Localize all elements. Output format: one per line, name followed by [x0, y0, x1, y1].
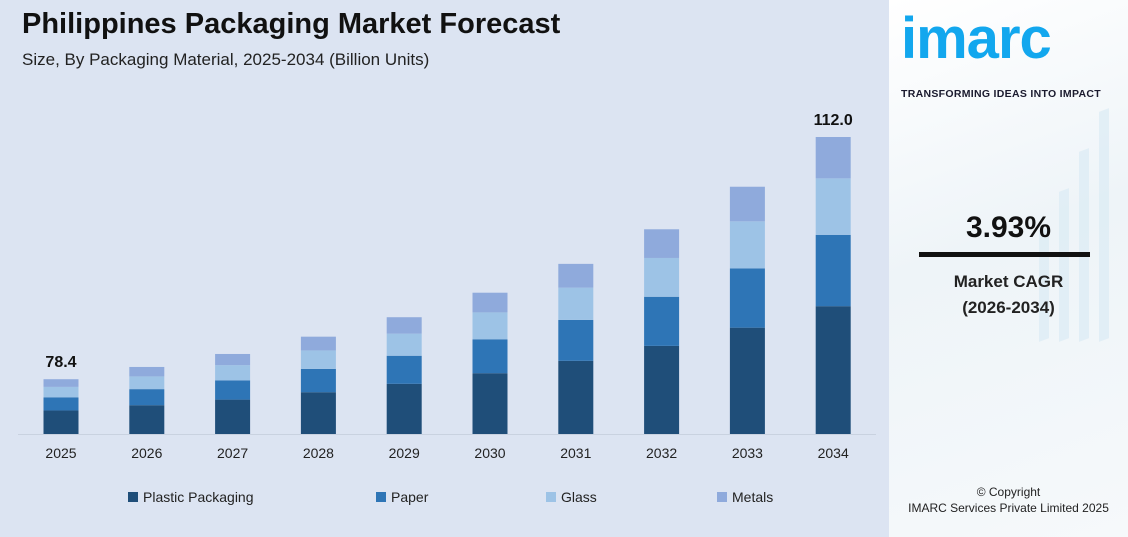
x-tick-label: 2030	[474, 445, 505, 461]
bar-segment-glass-2028	[300, 350, 336, 369]
bar-segment-paper-2034	[815, 234, 851, 307]
legend-label: Glass	[561, 489, 597, 505]
legend-label: Metals	[732, 489, 774, 505]
cagr-label: Market CAGR	[953, 272, 1064, 291]
bar-segment-plastic-packaging-2026	[129, 405, 165, 434]
bar-segment-metals-2029	[386, 317, 422, 334]
bar-segment-metals-2025	[43, 379, 79, 387]
legend-item: Paper	[376, 489, 428, 505]
bar-segment-paper-2027	[215, 380, 251, 400]
bar-segment-paper-2031	[558, 319, 594, 361]
bar-segment-glass-2026	[129, 376, 165, 390]
bar-segment-glass-2029	[386, 333, 422, 356]
data-label: 78.4	[45, 354, 76, 371]
legend-swatch	[717, 492, 727, 502]
bar-segment-paper-2030	[472, 339, 508, 374]
bar-segment-plastic-packaging-2032	[644, 345, 680, 434]
bar-segment-paper-2029	[386, 355, 422, 384]
legend: Plastic Packaging Paper Glass Metals	[0, 489, 889, 509]
bar-segment-glass-2025	[43, 386, 79, 398]
bar-segment-plastic-packaging-2034	[815, 306, 851, 434]
chart-title: Philippines Packaging Market Forecast	[22, 8, 561, 40]
bar-segment-metals-2032	[644, 229, 680, 258]
bar-segment-plastic-packaging-2027	[215, 399, 251, 434]
x-tick-label: 2033	[732, 445, 763, 461]
bar-segment-paper-2026	[129, 389, 165, 406]
data-label: 112.0	[814, 112, 853, 129]
x-tick-label: 2031	[560, 445, 591, 461]
cagr-period: (2026-2034)	[962, 298, 1055, 317]
bar-segment-metals-2030	[472, 292, 508, 313]
bar-segment-paper-2028	[300, 368, 336, 393]
legend-item: Glass	[546, 489, 597, 505]
bar-segment-glass-2033	[729, 221, 765, 269]
bar-segment-plastic-packaging-2029	[386, 383, 422, 434]
divider	[919, 252, 1090, 257]
bar-segment-plastic-packaging-2025	[43, 410, 79, 434]
legend-swatch	[546, 492, 556, 502]
chart-subtitle: Size, By Packaging Material, 2025-2034 (…	[22, 50, 430, 69]
info-panel: imarc TRANSFORMING IDEAS INTO IMPACT 3.9…	[889, 0, 1128, 537]
legend-swatch	[376, 492, 386, 502]
x-tick-label: 2028	[303, 445, 334, 461]
bar-segment-metals-2027	[215, 353, 251, 366]
bar-segment-paper-2025	[43, 397, 79, 411]
bar-segment-paper-2033	[729, 268, 765, 328]
legend-label: Paper	[391, 489, 429, 505]
bar-segment-plastic-packaging-2033	[729, 327, 765, 434]
x-tick-label: 2034	[818, 445, 849, 461]
stacked-bar-chart: 2025 78.4 2026 2027 2028 2029 2030 2031 2032 2033…	[18, 112, 876, 461]
bar-segment-metals-2028	[300, 336, 336, 351]
bar-segment-metals-2031	[558, 263, 594, 288]
x-tick-label: 2032	[646, 445, 677, 461]
bar-segment-paper-2032	[644, 296, 680, 346]
x-tick-label: 2025	[45, 445, 76, 461]
x-tick-label: 2029	[389, 445, 420, 461]
legend-swatch	[128, 492, 138, 502]
cagr-label-block: Market CAGR (2026-2034)	[889, 269, 1128, 321]
bar-segment-glass-2027	[215, 365, 251, 381]
bar-segment-metals-2026	[129, 366, 165, 377]
bar-segment-glass-2034	[815, 178, 851, 235]
imarc-logo: imarc	[901, 6, 1052, 71]
x-tick-label: 2026	[131, 445, 162, 461]
legend-item: Plastic Packaging	[128, 489, 254, 505]
copyright-line: © Copyright	[976, 485, 1041, 499]
bar-segment-plastic-packaging-2030	[472, 373, 508, 434]
bar-segment-metals-2033	[729, 186, 765, 222]
copyright-owner: IMARC Services Private Limited 2025	[908, 501, 1109, 515]
bar-segment-glass-2030	[472, 312, 508, 340]
brand-tagline: TRANSFORMING IDEAS INTO IMPACT	[901, 88, 1101, 100]
x-tick-label: 2027	[217, 445, 248, 461]
bar-segment-plastic-packaging-2028	[300, 392, 336, 434]
legend-label: Plastic Packaging	[143, 489, 254, 505]
legend-item: Metals	[717, 489, 773, 505]
cagr-value: 3.93%	[965, 211, 1052, 244]
copyright: © Copyright IMARC Services Private Limit…	[889, 484, 1128, 516]
bar-segment-plastic-packaging-2031	[558, 360, 594, 434]
bar-segment-glass-2032	[644, 257, 680, 297]
bar-segment-metals-2034	[815, 137, 851, 179]
chart-panel: Philippines Packaging Market Forecast Si…	[0, 0, 889, 537]
bar-segment-glass-2031	[558, 287, 594, 320]
